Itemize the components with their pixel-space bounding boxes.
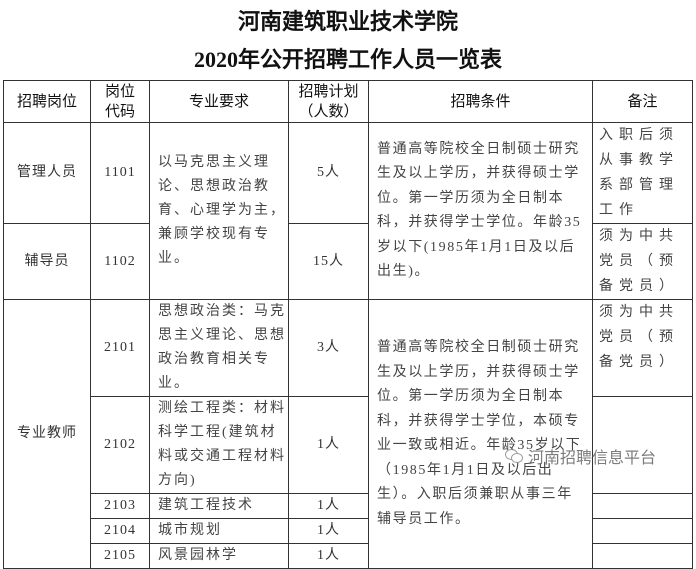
header-plan: 招聘计划（人数） (288, 80, 369, 123)
plan-cell: 5人 (288, 122, 369, 224)
plan-cell: 3人 (288, 299, 369, 397)
major-cell: 城市规划 (149, 518, 289, 544)
position-cell: 管理人员 (3, 122, 91, 224)
note-cell (592, 543, 693, 569)
header-notes: 备注 (592, 80, 693, 123)
code-cell: 2101 (90, 299, 150, 397)
plan-cell: 1人 (288, 543, 369, 569)
watermark: 河南招聘信息平台 (505, 444, 656, 468)
note-cell: 入职后须从事教学系部管理工作 (592, 122, 693, 224)
note-cell: 须为中共党员（预备党员） (592, 223, 693, 300)
note-cell (592, 518, 693, 544)
position-cell: 专业教师 (3, 299, 91, 569)
note-cell (592, 396, 693, 494)
header-major: 专业要求 (149, 80, 289, 123)
code-cell: 2105 (90, 543, 150, 569)
plan-cell: 1人 (288, 518, 369, 544)
header-conditions: 招聘条件 (368, 80, 593, 123)
table-row: 辅导员 1102 15人 须为中共党员（预备党员） (3, 223, 693, 300)
major-cell: 风景园林学 (149, 543, 289, 569)
conditions-cell: 普通高等院校全日制硕士研究生及以上学历，并获得硕士学位。第一学历须为全日制本科，… (368, 299, 593, 569)
major-cell: 测绘工程类：材料科学工程(建筑材料或交通工程材料方向) (149, 396, 289, 494)
code-cell: 2104 (90, 518, 150, 544)
position-cell: 辅导员 (3, 223, 91, 300)
note-cell: 须为中共党员（预备党员） (592, 299, 693, 397)
table-row: 专业教师 2101 思想政治类：马克思主义理论、思想政治教育相关专业。 3人 普… (3, 299, 693, 569)
plan-cell: 1人 (288, 493, 369, 519)
code-cell: 1102 (90, 223, 150, 300)
major-cell: 思想政治类：马克思主义理论、思想政治教育相关专业。 (149, 299, 289, 397)
table-row: 2102 测绘工程类：材料科学工程(建筑材料或交通工程材料方向) 1人 (4, 396, 693, 494)
header-row: 招聘岗位 岗位代码 专业要求 招聘计划（人数） 招聘条件 备注 (3, 80, 693, 123)
wechat-icon (505, 449, 523, 463)
recruitment-table: 招聘岗位 岗位代码 专业要求 招聘计划（人数） 招聘条件 备注 管理人员 110… (3, 80, 693, 569)
table-row: 管理人员 1101 以马克思主义理论、思想政治教育、心理学为主，兼顾学校现有专业… (3, 122, 693, 300)
plan-cell: 1人 (288, 396, 369, 494)
conditions-cell: 普通高等院校全日制硕士研究生及以上学历，并获得硕士学位。第一学历须为全日制本科，… (368, 122, 593, 300)
header-code: 岗位代码 (90, 80, 150, 123)
watermark-text: 河南招聘信息平台 (528, 448, 657, 467)
header-position: 招聘岗位 (3, 80, 91, 123)
code-cell: 2102 (90, 396, 150, 494)
major-cell: 建筑工程技术 (149, 493, 289, 519)
note-cell (592, 493, 693, 519)
document-title: 河南建筑职业技术学院 (237, 9, 458, 34)
major-cell: 以马克思主义理论、思想政治教育、心理学为主，兼顾学校现有专业。 (149, 122, 289, 300)
code-cell: 1101 (90, 122, 150, 224)
plan-cell: 15人 (288, 223, 369, 300)
code-cell: 2103 (90, 493, 150, 519)
document-subtitle: 2020年公开招聘工作人员一览表 (193, 47, 502, 72)
